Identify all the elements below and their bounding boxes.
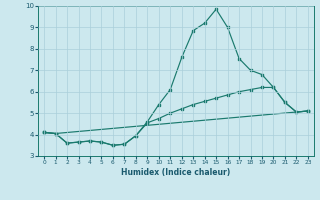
X-axis label: Humidex (Indice chaleur): Humidex (Indice chaleur) [121,168,231,177]
